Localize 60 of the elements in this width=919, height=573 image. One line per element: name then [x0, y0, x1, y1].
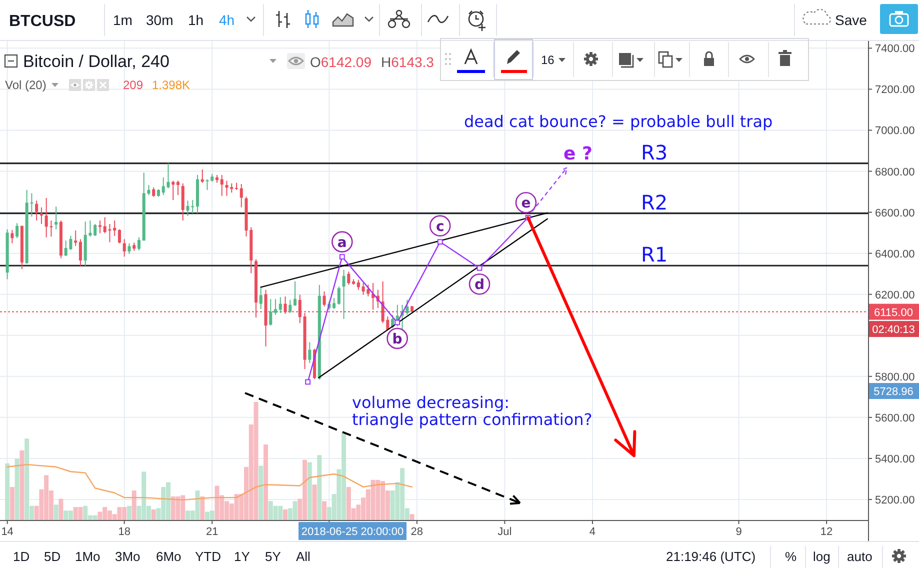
text: 30m	[146, 12, 174, 28]
text: %	[785, 549, 797, 564]
text: All	[296, 549, 311, 564]
text: 5Y	[265, 549, 282, 564]
text: 5728.96	[874, 386, 914, 398]
y-tick-label: 6400.00	[875, 248, 915, 260]
y-tick-label: 7000.00	[875, 125, 915, 138]
text: 1m	[113, 12, 132, 28]
annotation: H6143.3	[381, 54, 434, 70]
x-tick-label: 12	[820, 526, 833, 538]
text: 1Mo	[75, 549, 100, 564]
annotation: volume decreasing: triangle pattern confirmation?	[352, 393, 592, 429]
x-tick-label: Jul	[498, 526, 512, 538]
ref-line-label: R3	[641, 140, 668, 164]
text: Bitcoin / Dollar, 240	[23, 52, 170, 71]
annotation: d	[474, 277, 485, 294]
y-tick-label: 5200.00	[875, 494, 915, 506]
annotation: a	[337, 234, 347, 251]
x-tick-label: 21	[206, 526, 218, 538]
annotation: 209	[123, 78, 144, 92]
text: 1Y	[234, 549, 250, 564]
ref-line-label: 6115.00	[874, 306, 913, 319]
y-tick-label: 5800.00	[875, 371, 915, 384]
text: 1D	[13, 549, 30, 564]
text: 3Mo	[115, 549, 140, 564]
text: Save	[835, 12, 868, 28]
x-tick-label: 18	[118, 526, 130, 538]
text: BTCUSD	[9, 13, 76, 30]
annotation: 1.398K	[152, 78, 190, 92]
y-tick-label: 6200.00	[875, 289, 915, 302]
annotation: c	[436, 218, 444, 235]
x-tick-label: 14	[1, 526, 14, 538]
text: YTD	[195, 549, 221, 564]
text: 5D	[44, 549, 61, 564]
text: auto	[847, 549, 872, 564]
text: 4h	[219, 12, 235, 28]
text: 1h	[188, 12, 204, 28]
y-tick-label: 6600.00	[875, 207, 915, 220]
ref-line-label: R2	[641, 190, 668, 214]
y-tick-label: 5600.00	[875, 412, 915, 424]
chart-title: Vol (20)	[5, 78, 46, 92]
x-tick-label: 9	[736, 526, 742, 538]
ref-line-label: R1	[641, 242, 668, 267]
annotation: O6142.09	[310, 54, 372, 70]
y-tick-label: 7400.00	[875, 43, 915, 56]
y-tick-label: 6800.00	[875, 166, 915, 178]
annotation: e	[521, 196, 531, 212]
y-tick-label: 5400.00	[875, 453, 915, 466]
x-tick-label: 4	[589, 526, 596, 538]
text: 6Mo	[156, 549, 182, 564]
annotation: b	[392, 331, 402, 348]
y-tick-label: 7200.00	[875, 84, 915, 96]
annotation: e ?	[564, 144, 592, 165]
x-tick-label: 28	[410, 526, 424, 538]
text: 21:19:46 (UTC)	[666, 549, 756, 564]
text: 02:40:13	[872, 324, 915, 336]
text: 2018-06-25 20:00:00	[301, 526, 404, 538]
annotation: 16	[541, 53, 555, 67]
annotation: dead cat bounce? = probable bull trap	[464, 112, 773, 131]
text: log	[813, 549, 830, 564]
